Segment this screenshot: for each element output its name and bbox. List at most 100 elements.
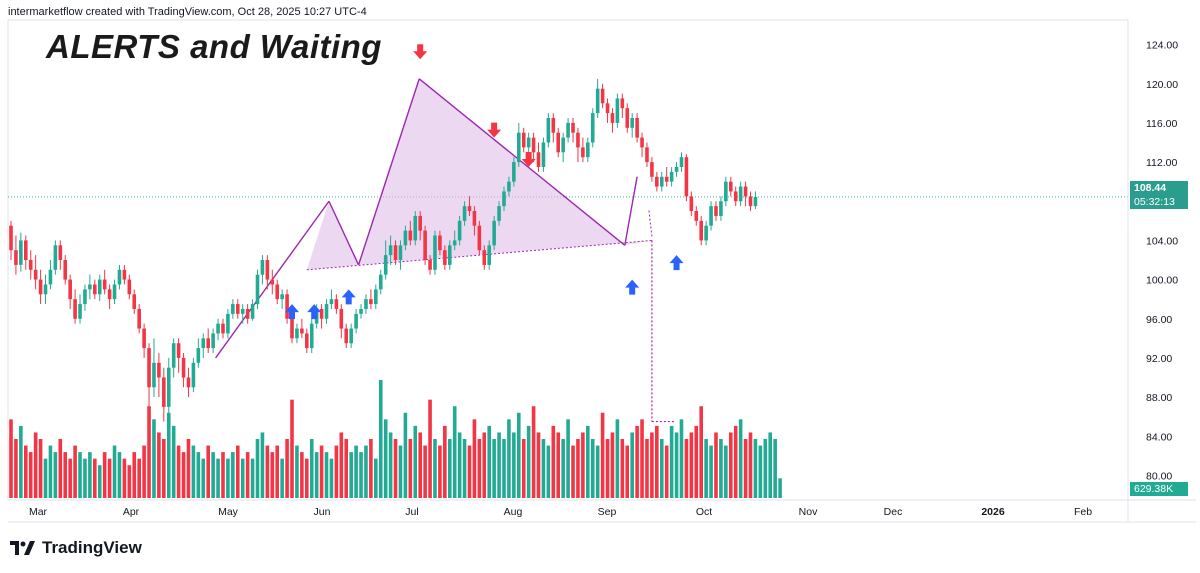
volume-bar xyxy=(305,458,309,498)
x-tick-label: Jun xyxy=(314,506,331,518)
volume-bar xyxy=(615,419,620,498)
volume-bar xyxy=(78,452,82,498)
volume-bar xyxy=(122,458,127,498)
pattern-line-leg4 xyxy=(418,78,626,246)
pattern-fill-main xyxy=(358,78,652,265)
candle-body xyxy=(507,181,511,192)
candle-body xyxy=(147,348,151,388)
volume-bar xyxy=(388,432,393,498)
candle-body xyxy=(408,230,413,241)
volume-bar xyxy=(201,458,206,498)
candle-body xyxy=(152,362,156,388)
volume-bar xyxy=(595,445,600,498)
candle-body xyxy=(354,313,358,329)
candle-body xyxy=(201,338,206,349)
candle-body xyxy=(635,118,639,138)
candle-body xyxy=(724,181,728,202)
tradingview-logo[interactable]: TradingView xyxy=(10,538,142,558)
volume-bar xyxy=(112,445,117,498)
volume-bar xyxy=(423,445,427,498)
candle-body xyxy=(250,304,255,319)
volume-bar xyxy=(452,406,457,498)
candle-body xyxy=(14,250,18,265)
candle-body xyxy=(556,132,561,153)
volume-bar xyxy=(724,445,728,498)
volume-bar xyxy=(413,425,418,498)
volume-bar xyxy=(369,439,373,498)
volume-bar xyxy=(571,445,575,498)
candle-body xyxy=(531,137,536,153)
candle-body xyxy=(640,137,644,148)
candle-body xyxy=(551,118,556,133)
volume-bar xyxy=(280,458,284,498)
candle-body xyxy=(590,113,595,143)
volume-bar xyxy=(324,452,329,498)
volume-bar xyxy=(497,432,501,498)
volume-bar xyxy=(748,432,753,498)
volume-bar xyxy=(516,412,521,498)
candle-body xyxy=(369,299,373,305)
candle-body xyxy=(546,118,551,143)
candle-body xyxy=(467,206,472,212)
volume-bar xyxy=(418,432,422,498)
candle-body xyxy=(260,260,265,275)
candle-body xyxy=(586,142,590,158)
volume-bar xyxy=(127,465,132,498)
volume-bar xyxy=(512,432,516,498)
volume-bar xyxy=(290,399,294,498)
volume-bar xyxy=(457,432,462,498)
volume-bar xyxy=(171,425,176,498)
candle-body xyxy=(28,260,33,270)
volume-bar xyxy=(250,458,255,498)
x-tick-label: Apr xyxy=(123,506,140,518)
candle-body xyxy=(344,328,349,344)
volume-bar xyxy=(566,419,570,498)
volume-bar xyxy=(443,425,447,498)
down-arrow-icon xyxy=(521,151,536,167)
candle-body xyxy=(58,245,63,260)
volume-bar xyxy=(359,452,363,498)
volume-bar xyxy=(186,439,191,498)
candle-body xyxy=(211,333,215,349)
volume-bar xyxy=(334,445,339,498)
volume-bar xyxy=(610,432,615,498)
volume-bar xyxy=(620,439,625,498)
bar-countdown-badge: 05:32:13 xyxy=(1130,195,1188,209)
candle-body xyxy=(443,250,447,265)
candle-body xyxy=(196,348,201,363)
y-tick-label: 92.00 xyxy=(1146,353,1172,365)
volume-bar xyxy=(196,452,201,498)
volume-bar xyxy=(137,458,141,498)
volume-bar xyxy=(664,445,669,498)
candle-body xyxy=(753,196,758,207)
volume-bar xyxy=(753,439,758,498)
volume-bar xyxy=(669,425,674,498)
candle-body xyxy=(43,284,48,295)
volume-bar xyxy=(590,439,595,498)
candle-body xyxy=(398,245,403,260)
volume-bar xyxy=(733,425,738,498)
candle-body xyxy=(319,308,324,319)
volume-bar xyxy=(181,452,186,498)
candle-body xyxy=(364,299,368,309)
volume-bar xyxy=(142,445,146,498)
volume-bar xyxy=(275,445,280,498)
volume-bar xyxy=(339,432,344,498)
candle-body xyxy=(561,137,565,153)
candle-body xyxy=(457,220,462,241)
candle-body xyxy=(733,191,738,202)
volume-bar xyxy=(694,425,699,498)
volume-bar xyxy=(659,439,664,498)
candle-body xyxy=(9,225,13,251)
volume-bar xyxy=(132,452,137,498)
volume-bar xyxy=(255,439,260,498)
volume-bar xyxy=(191,445,196,498)
candle-body xyxy=(206,338,210,349)
volume-bar xyxy=(9,419,13,498)
volume-bar xyxy=(645,439,649,498)
pattern-line-leg5 xyxy=(624,176,638,246)
x-tick-label: Feb xyxy=(1074,506,1092,518)
volume-bar xyxy=(526,425,531,498)
volume-bar xyxy=(53,452,58,498)
